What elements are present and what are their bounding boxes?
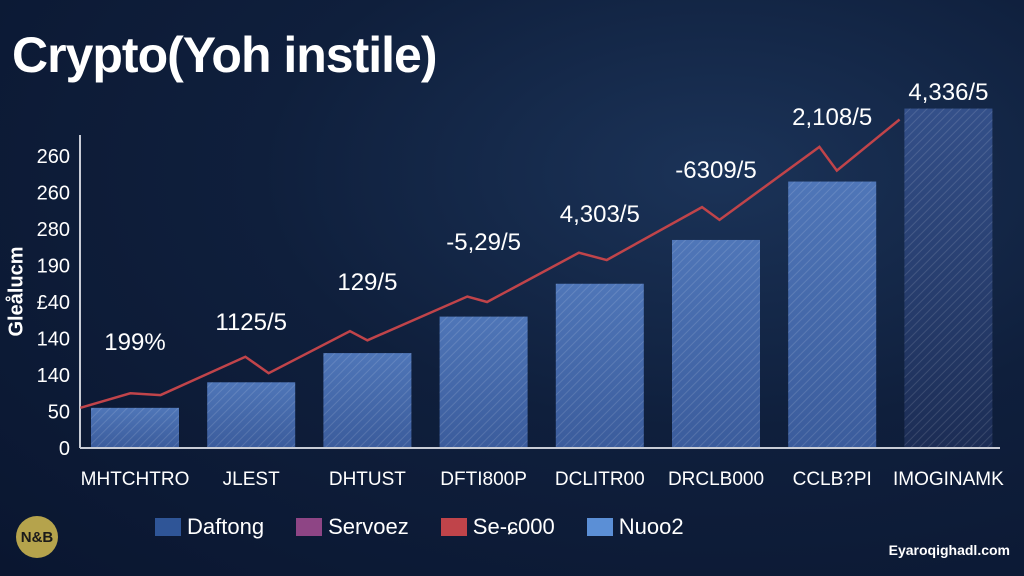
legend-label: Servoez xyxy=(328,514,409,539)
x-tick-label: DRCLB000 xyxy=(668,469,764,490)
legend-swatch xyxy=(296,518,323,536)
legend-item: Se-ɕ000 xyxy=(440,514,555,540)
x-tick-label: DFTI800P xyxy=(440,469,527,490)
x-tick-label: DHTUST xyxy=(329,469,406,490)
legend-label: Nuoo2 xyxy=(618,514,684,539)
y-tick-label: 280 xyxy=(37,219,70,241)
legend: Daftong Servoez Se-ɕ000 Nuoo2 xyxy=(155,514,684,540)
legend-swatch xyxy=(155,518,181,536)
bar-hatch xyxy=(207,382,296,448)
watermark-url: Eyaroqighadl.com xyxy=(888,542,1010,558)
bar-hatch xyxy=(555,283,644,448)
data-label: 4,303/5 xyxy=(560,201,640,228)
y-tick-label: 260 xyxy=(37,146,70,168)
x-tick-label: IMOGINAMK xyxy=(893,469,1004,490)
bar-hatch xyxy=(788,181,877,449)
data-label: 199% xyxy=(104,329,165,356)
legend-item: Nuoo2 xyxy=(586,514,684,540)
y-tick-label: 140 xyxy=(37,365,70,387)
data-label: 129/5 xyxy=(337,269,397,296)
legend-swatch xyxy=(440,518,467,536)
legend-swatch xyxy=(586,518,613,536)
x-tick-label: CCLB?PI xyxy=(793,469,872,490)
y-tick-label: £40 xyxy=(37,292,70,314)
data-label: 2,108/5 xyxy=(792,104,872,131)
legend-label: Daftong xyxy=(187,514,265,539)
legend-item: Servoez xyxy=(296,514,409,540)
x-tick-label: DCLITR00 xyxy=(555,469,645,490)
bar-hatch xyxy=(439,316,528,448)
data-label: -5,29/5 xyxy=(446,229,521,256)
data-label: 4,336/5 xyxy=(908,79,988,106)
y-tick-label: 140 xyxy=(37,329,70,351)
trend-line xyxy=(80,118,901,410)
bar-hatch xyxy=(904,108,993,449)
y-tick-label: 260 xyxy=(37,183,70,205)
bar-hatch xyxy=(323,353,412,448)
y-tick-label: 0 xyxy=(59,438,70,460)
y-tick-label: 190 xyxy=(37,256,70,278)
x-tick-label: MHTCHTRO xyxy=(81,469,190,490)
logo: N&B xyxy=(16,516,58,558)
bar-hatch xyxy=(91,407,179,448)
chart-title: Crypto(Yoh instile) xyxy=(12,27,438,83)
legend-label: Se-ɕ000 xyxy=(472,514,555,539)
bar-hatch xyxy=(672,239,760,448)
data-label: -6309/5 xyxy=(675,157,756,184)
legend-item: Daftong xyxy=(155,514,264,540)
x-tick-label: JLEST xyxy=(223,469,280,490)
y-tick-label: 50 xyxy=(48,402,70,424)
data-label: 1125/5 xyxy=(215,309,287,336)
